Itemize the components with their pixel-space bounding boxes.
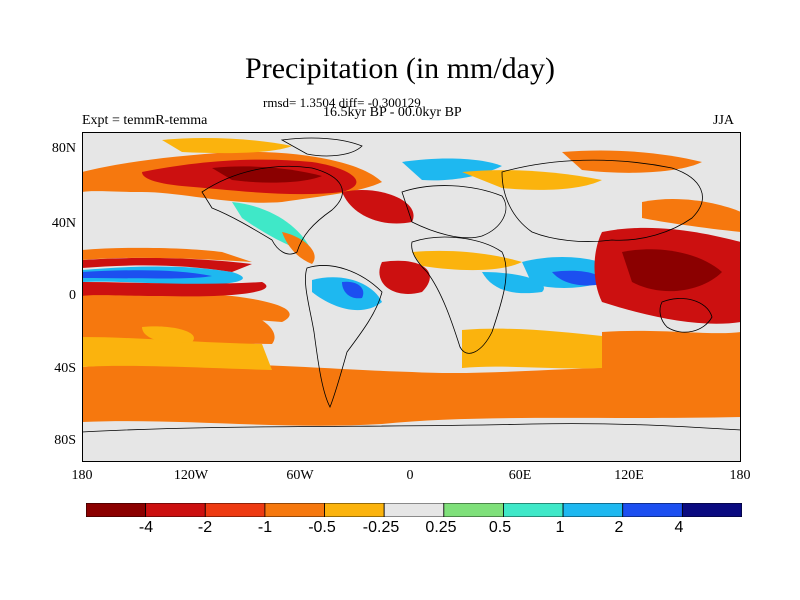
africa-blue	[482, 272, 544, 294]
colorbar-box-2	[204, 503, 266, 517]
lon-label-120w: 120W	[173, 468, 209, 483]
tropical-south-pacific-orange	[82, 290, 290, 322]
lon-label-180w: 180	[71, 468, 93, 483]
sahel-yellow	[412, 250, 522, 271]
colorbar-label-4: 4	[674, 519, 684, 536]
colorbar-box-9	[622, 503, 683, 517]
colorbar-label-neg2: -2	[197, 519, 213, 536]
colorbar-box-8	[562, 503, 624, 517]
colorbar-box-7	[503, 503, 564, 517]
arctic-yellow	[162, 138, 292, 154]
colorbar-box-6	[443, 503, 504, 517]
north-equatorial-red-band	[82, 257, 252, 272]
colorbar-label-2: 2	[614, 519, 624, 536]
lat-label-80n: 80N	[51, 141, 76, 156]
lat-label-40s: 40S	[54, 361, 76, 376]
asia-outline	[501, 159, 703, 242]
colorbar-label-1: 1	[555, 519, 565, 536]
maritime-continent-dark-red	[622, 249, 722, 292]
colorbar-label-0-25: 0.25	[425, 519, 457, 536]
colorbar-box-0	[86, 503, 147, 517]
lon-label-120e: 120E	[614, 468, 644, 483]
west-pacific-orange	[642, 199, 741, 232]
lon-label-0: 0	[406, 468, 414, 483]
greenland-outline	[280, 137, 363, 157]
amazon-deep-blue	[342, 281, 364, 299]
north-america-dark-red	[212, 166, 322, 183]
north-equatorial-orange	[82, 247, 252, 262]
north-america-outline	[201, 165, 343, 255]
stats-text: rmsd= 1.3504 diff= -0.300129	[263, 95, 421, 110]
colorbar-label-neg1: -1	[257, 519, 273, 536]
colorbar-box-1	[145, 503, 206, 517]
experiment-label: Expt = temmR-temma	[82, 113, 208, 128]
europe-outline	[401, 185, 507, 239]
south-atlantic-yellow	[462, 328, 602, 369]
indian-ocean-deep-blue	[552, 270, 603, 286]
colorbar-box-5	[383, 503, 445, 517]
colorbar-label-neg0-25: -0.25	[362, 519, 400, 536]
tropical-atlantic-red	[379, 260, 430, 294]
colorbar-box-10	[681, 503, 742, 517]
equatorial-pacific-deep-blue	[82, 270, 212, 279]
colorbar-label-0-5: 0.5	[488, 519, 512, 536]
colorbar-box-4	[324, 503, 385, 517]
map-frame	[82, 132, 741, 462]
lat-label-40n: 40N	[51, 216, 76, 231]
season-label: JJA	[713, 113, 735, 128]
colorbar	[86, 503, 742, 517]
siberia-yellow	[462, 170, 602, 190]
antarctica-outline	[82, 423, 741, 433]
period-text: 16.5kyr BP - 00.0kyr BP	[323, 105, 462, 120]
southern-ocean-orange-band	[82, 363, 741, 426]
colorbar-label-neg4: -4	[138, 519, 154, 536]
precipitation-map	[82, 132, 741, 462]
map-title: Precipitation (in mm/day)	[245, 52, 555, 85]
equatorial-pacific-red-band	[82, 282, 267, 297]
south-pacific-yellow-patch	[142, 326, 194, 344]
australia-outline	[659, 298, 713, 333]
north-atlantic-red	[342, 190, 414, 224]
south-pacific-yellow	[82, 335, 272, 370]
lat-label-eq: 0	[69, 288, 76, 303]
africa-outline	[411, 236, 507, 354]
south-america-outline	[305, 265, 383, 408]
colorbar-box-3	[264, 503, 325, 517]
lon-label-60e: 60E	[508, 468, 532, 483]
colorbar-label-neg0-5: -0.5	[308, 519, 336, 536]
lon-label-180e: 180	[729, 468, 751, 483]
south-indian-orange	[602, 330, 741, 374]
lat-label-80s: 80S	[54, 433, 76, 448]
lon-label-60w: 60W	[286, 468, 314, 483]
coastlines	[82, 137, 741, 433]
